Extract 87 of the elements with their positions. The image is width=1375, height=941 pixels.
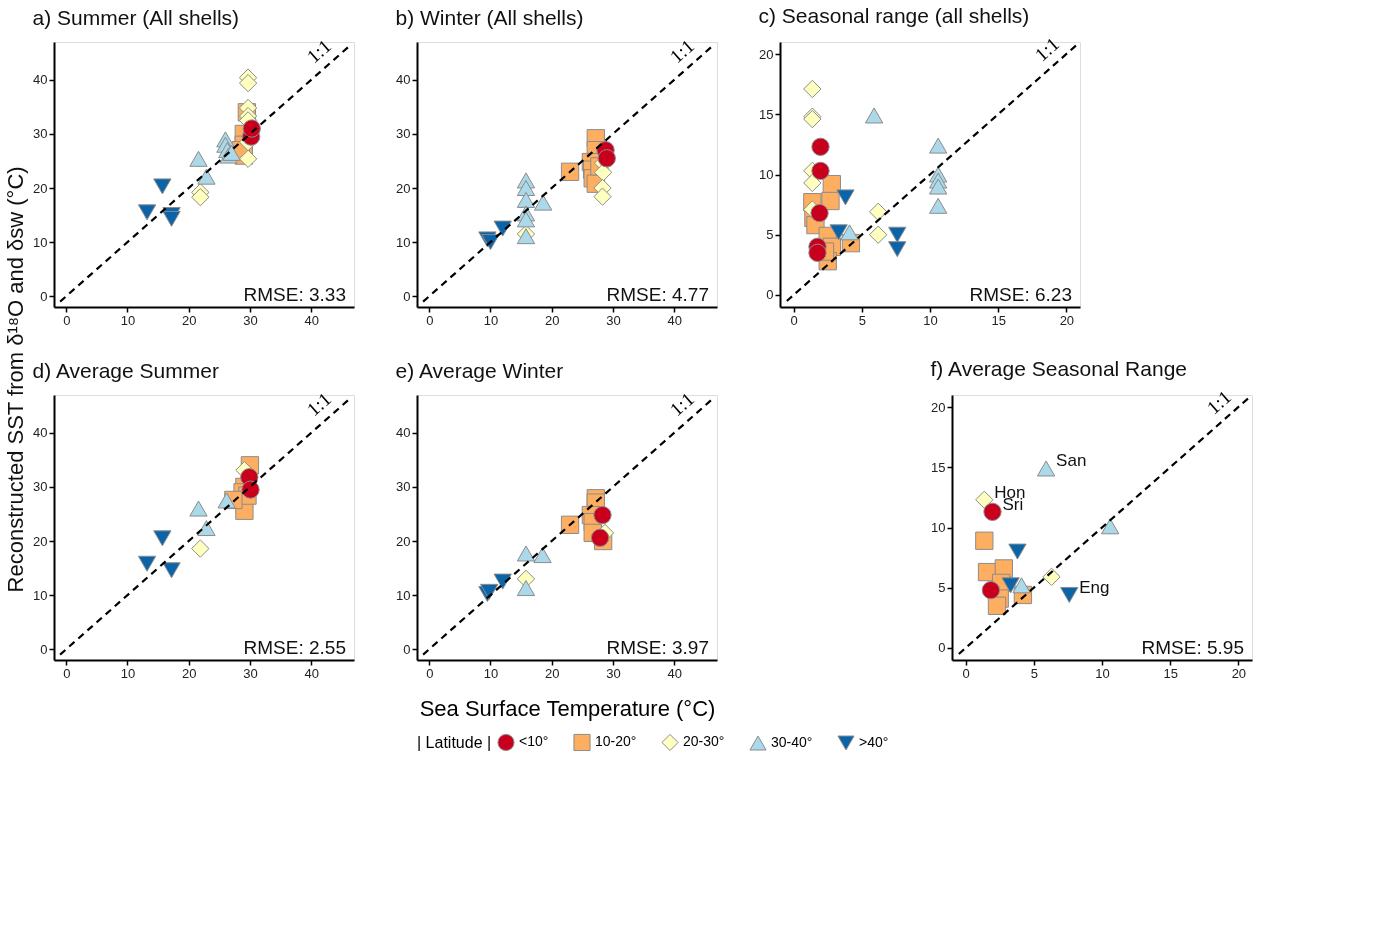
y-tick-label: 5 [938, 580, 946, 596]
y-tick-label: 10 [931, 520, 946, 535]
y-tick-label: 20 [396, 533, 411, 549]
x-tick-label: 10 [1095, 665, 1110, 681]
annotation: RMSE: 3.33 [243, 284, 346, 305]
x-tick-label: 30 [243, 665, 258, 681]
y-tick-label: 20 [759, 46, 774, 62]
chart-title: a) Summer (All shells) [32, 5, 240, 29]
y-tick-label: 30 [396, 126, 411, 142]
x-tick-label: 15 [991, 312, 1006, 328]
x-tick-label: 0 [962, 665, 970, 681]
x-tick-label: 5 [1030, 665, 1038, 681]
y-tick-label: 10 [759, 167, 774, 182]
x-tick-label: 10 [483, 312, 499, 328]
text: 1:1 [1030, 33, 1063, 66]
x-tick-label: 0 [63, 665, 71, 681]
x-tick-label: 15 [1163, 665, 1178, 681]
legend-title: | Latitude | [417, 734, 492, 751]
chart-title: b) Winter (All shells) [395, 5, 584, 29]
x-tick-label: 30 [606, 665, 621, 681]
y-tick-label: 0 [403, 288, 411, 304]
x-tick-label: 40 [667, 665, 682, 681]
annotation: RMSE: 6.23 [969, 284, 1072, 305]
y-tick-label: 20 [33, 533, 48, 549]
text: 1:1 [665, 35, 698, 67]
x-tick-label: 20 [544, 665, 560, 681]
x-tick-label: 0 [426, 312, 434, 328]
y-tick-label: 0 [938, 640, 946, 656]
x-tick-label: 20 [181, 312, 197, 328]
x-tick-label: 10 [483, 665, 499, 681]
y-tick-label: 30 [33, 126, 48, 142]
text: 1:1 [302, 388, 335, 420]
y-tick-label: 0 [766, 287, 774, 303]
y-tick-label: 10 [396, 587, 411, 603]
text: 1:1 [1202, 386, 1235, 419]
legend-label: 10-20° [595, 733, 637, 750]
y-tick-label: 40 [396, 72, 411, 88]
y-tick-label: 20 [33, 180, 48, 196]
legend-label: <10° [519, 733, 549, 750]
text: 1:1 [302, 35, 335, 67]
y-tick-label: 10 [396, 234, 411, 250]
annotation: RMSE: 2.55 [243, 637, 346, 658]
y-tick-label: 15 [759, 106, 774, 122]
x-tick-label: 0 [426, 665, 434, 681]
chart-title: e) Average Winter [395, 358, 564, 382]
text: 1:1 [665, 388, 698, 420]
y-tick-label: 15 [931, 459, 946, 475]
y-tick-label: 40 [33, 425, 48, 441]
y-tick-label: 30 [396, 479, 411, 495]
y-tick-label: 10 [33, 234, 48, 250]
y-tick-label: 0 [403, 641, 411, 657]
x-tick-label: 5 [858, 312, 866, 328]
x-tick-label: 20 [544, 312, 560, 328]
legend-label: >40° [859, 734, 889, 751]
x-tick-label: 40 [304, 665, 319, 681]
x-tick-label: 30 [243, 312, 258, 328]
y-tick-label: 40 [33, 72, 48, 88]
x-tick-label: 10 [120, 312, 136, 328]
y-tick-label: 0 [40, 288, 48, 304]
y-tick-label: 30 [33, 479, 48, 495]
chart-title: d) Average Summer [32, 358, 219, 382]
x-tick-label: 40 [304, 312, 319, 328]
annotation: RMSE: 4.77 [606, 284, 709, 305]
x-axis-title: Sea Surface Temperature (°C) [419, 695, 716, 721]
x-tick-label: 20 [1231, 665, 1247, 681]
y-tick-label: 5 [766, 227, 774, 243]
annotation: San [1056, 451, 1087, 471]
annotation: RMSE: 3.97 [606, 637, 709, 658]
y-tick-label: 40 [396, 425, 411, 441]
y-tick-label: 20 [931, 399, 946, 415]
x-tick-label: 20 [1059, 312, 1075, 328]
x-tick-label: 30 [606, 312, 621, 328]
y-tick-label: 20 [396, 180, 411, 196]
chart-title: f) Average Seasonal Range [930, 356, 1188, 380]
annotation: RMSE: 5.95 [1141, 637, 1244, 658]
y-tick-label: 0 [40, 641, 48, 657]
legend-label: 30-40° [771, 734, 813, 751]
annotation: Eng [1079, 577, 1110, 597]
x-tick-label: 0 [63, 312, 71, 328]
x-tick-label: 10 [120, 665, 136, 681]
x-tick-label: 40 [667, 312, 682, 328]
y-axis-title: Reconstructed SST from δ¹⁸O and δsw (°C) [3, 166, 29, 593]
y-tick-label: 10 [33, 587, 48, 603]
x-tick-label: 0 [790, 312, 798, 328]
x-tick-label: 20 [181, 665, 197, 681]
chart-title: c) Seasonal range (all shells) [758, 3, 1030, 27]
legend-label: 20-30° [683, 733, 725, 750]
